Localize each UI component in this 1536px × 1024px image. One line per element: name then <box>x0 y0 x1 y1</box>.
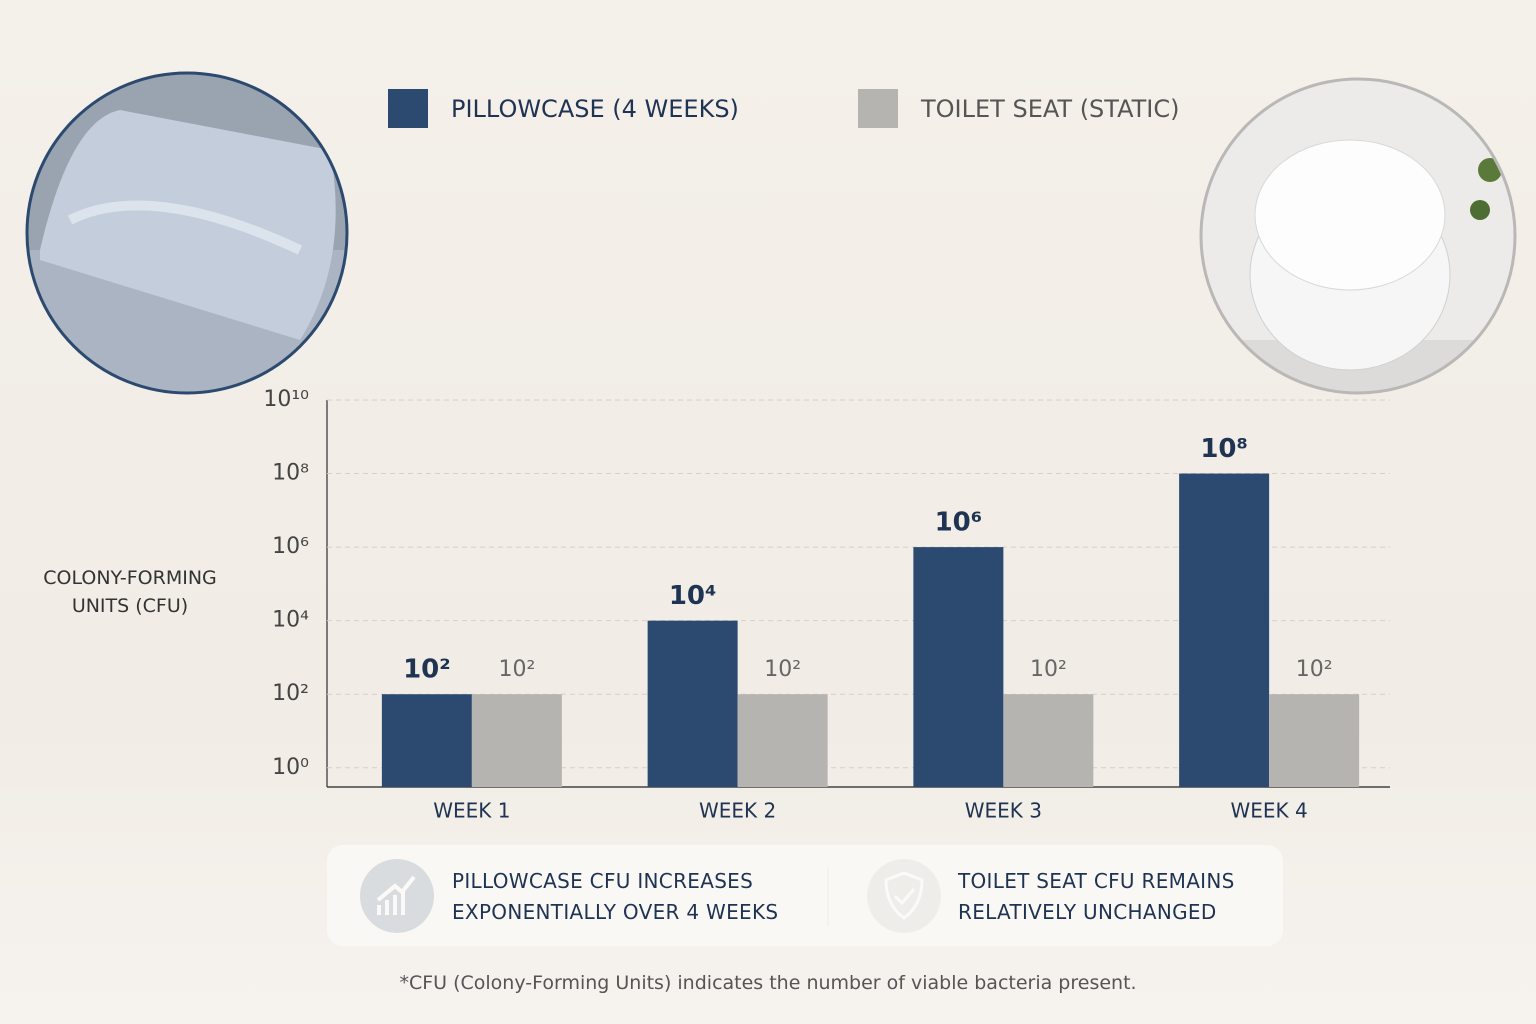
bar <box>1179 473 1270 787</box>
x-tick-label: WEEK 4 <box>1231 799 1308 823</box>
y-tick-label: 10⁸ <box>272 461 309 486</box>
y-tick-label: 10⁶ <box>272 534 309 559</box>
pillow-photo <box>27 73 347 393</box>
value-label: 10⁶ <box>935 508 983 538</box>
x-tick-label: WEEK 1 <box>433 799 510 823</box>
legend-label: TOILET SEAT (STATIC) <box>920 95 1180 123</box>
value-label: 10² <box>403 655 451 685</box>
toilet-photo <box>1201 79 1515 393</box>
value-label: 10² <box>764 657 801 682</box>
x-tick-label: WEEK 2 <box>699 799 776 823</box>
y-tick-label: 10¹⁰ <box>263 387 309 412</box>
legend-swatch <box>388 89 428 128</box>
value-label: 10² <box>1296 657 1333 682</box>
value-label: 10² <box>1030 657 1067 682</box>
bar <box>647 620 738 787</box>
value-label: 10⁸ <box>1200 434 1248 464</box>
legend-label: PILLOWCASE (4 WEEKS) <box>451 95 739 123</box>
footnote: *CFU (Colony-Forming Units) indicates th… <box>399 972 1137 994</box>
value-label: 10⁴ <box>669 581 717 611</box>
y-tick-label: 10⁰ <box>272 755 309 780</box>
bar <box>1003 694 1094 787</box>
toilet-photo-border <box>1199 77 1517 395</box>
pillow-photo-border <box>25 71 349 395</box>
callout-text: PILLOWCASE CFU INCREASES EXPONENTIALLY O… <box>452 869 779 924</box>
callout-box <box>327 845 1283 946</box>
y-tick-label: 10⁴ <box>272 608 309 633</box>
legend-swatch <box>858 89 898 128</box>
y-axis-label: COLONY-FORMING UNITS (CFU) <box>43 567 217 617</box>
bar <box>1269 694 1360 787</box>
y-tick-label: 10² <box>272 681 309 706</box>
value-label: 10² <box>498 657 535 682</box>
bar <box>913 547 1004 787</box>
bar <box>737 694 828 787</box>
callout-text: TOILET SEAT CFU REMAINS RELATIVELY UNCHA… <box>958 869 1235 924</box>
bar <box>381 694 472 787</box>
bar <box>471 694 562 787</box>
x-tick-label: WEEK 3 <box>965 799 1042 823</box>
